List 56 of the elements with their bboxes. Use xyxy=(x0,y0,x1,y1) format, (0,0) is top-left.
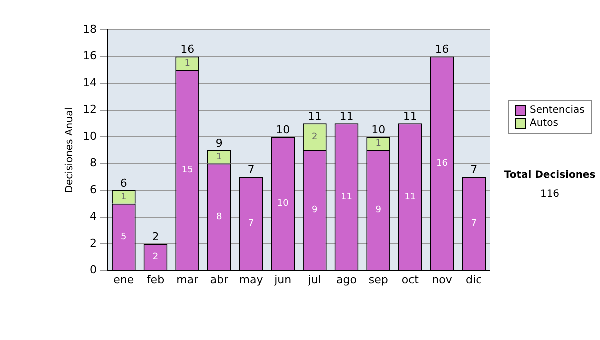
x-tick-label: sep xyxy=(368,273,388,286)
y-tick-label: 18 xyxy=(82,22,97,36)
y-tick-label: 2 xyxy=(90,236,97,250)
legend-label: Sentencias xyxy=(530,104,585,117)
data-label: 2 xyxy=(312,132,318,142)
total-label: 9 xyxy=(216,136,223,150)
data-label: 16 xyxy=(436,158,448,169)
text: 116 xyxy=(539,189,561,200)
y-axis-title: Decisiones Anual xyxy=(64,108,76,194)
data-label: 1 xyxy=(376,139,382,150)
total-label: 7 xyxy=(248,164,255,177)
x-tick-label: jun xyxy=(274,273,292,286)
y-tick-label: 14 xyxy=(82,76,97,90)
data-label: 9 xyxy=(376,206,382,216)
data-label: 8 xyxy=(216,212,223,222)
total-label: 10 xyxy=(276,123,290,136)
total-label: 11 xyxy=(340,110,354,124)
data-label: 15 xyxy=(182,166,194,176)
x-tick-label: abr xyxy=(210,273,230,286)
y-tick-label: 8 xyxy=(90,156,97,170)
total-label: 10 xyxy=(372,123,386,136)
x-tick-label: feb xyxy=(146,273,165,286)
data-label: 7 xyxy=(471,219,477,230)
data-label: 11 xyxy=(341,192,352,202)
data-label: 10 xyxy=(277,199,290,210)
total-label: 11 xyxy=(308,110,322,124)
total-label: 7 xyxy=(470,164,478,177)
y-tick-label: 6 xyxy=(90,183,97,196)
x-tick-label: oct xyxy=(402,273,420,286)
data-label: 2 xyxy=(152,252,159,263)
data-label: 5 xyxy=(121,232,127,242)
total-label: 2 xyxy=(152,230,160,244)
x-tick-label: jul xyxy=(307,273,322,286)
x-tick-label: ago xyxy=(336,273,358,286)
data-label: 1 xyxy=(121,192,127,203)
y-tick-label: 12 xyxy=(82,103,97,116)
y-tick-label: 4 xyxy=(90,210,97,224)
data-label: 1 xyxy=(184,58,190,69)
x-tick-label: nov xyxy=(432,273,453,286)
text: Total Decisiones xyxy=(503,170,597,181)
data-label: 1 xyxy=(216,152,222,162)
data-label: 7 xyxy=(248,219,254,230)
total-label: 6 xyxy=(120,176,128,190)
legend-label: Autos xyxy=(530,117,558,130)
x-tick-label: ene xyxy=(114,273,134,286)
y-tick-label: 10 xyxy=(82,130,97,143)
total-label: 16 xyxy=(180,43,195,56)
x-tick-label: mar xyxy=(176,273,200,286)
total-label: 11 xyxy=(403,110,418,124)
y-tick-label: 0 xyxy=(90,264,97,277)
x-tick-label: dic xyxy=(466,273,482,286)
y-tick-label: 16 xyxy=(82,50,97,63)
total-label: 16 xyxy=(435,43,450,56)
data-label: 9 xyxy=(312,206,318,216)
data-label: 11 xyxy=(404,192,416,202)
x-tick-label: may xyxy=(239,273,264,286)
